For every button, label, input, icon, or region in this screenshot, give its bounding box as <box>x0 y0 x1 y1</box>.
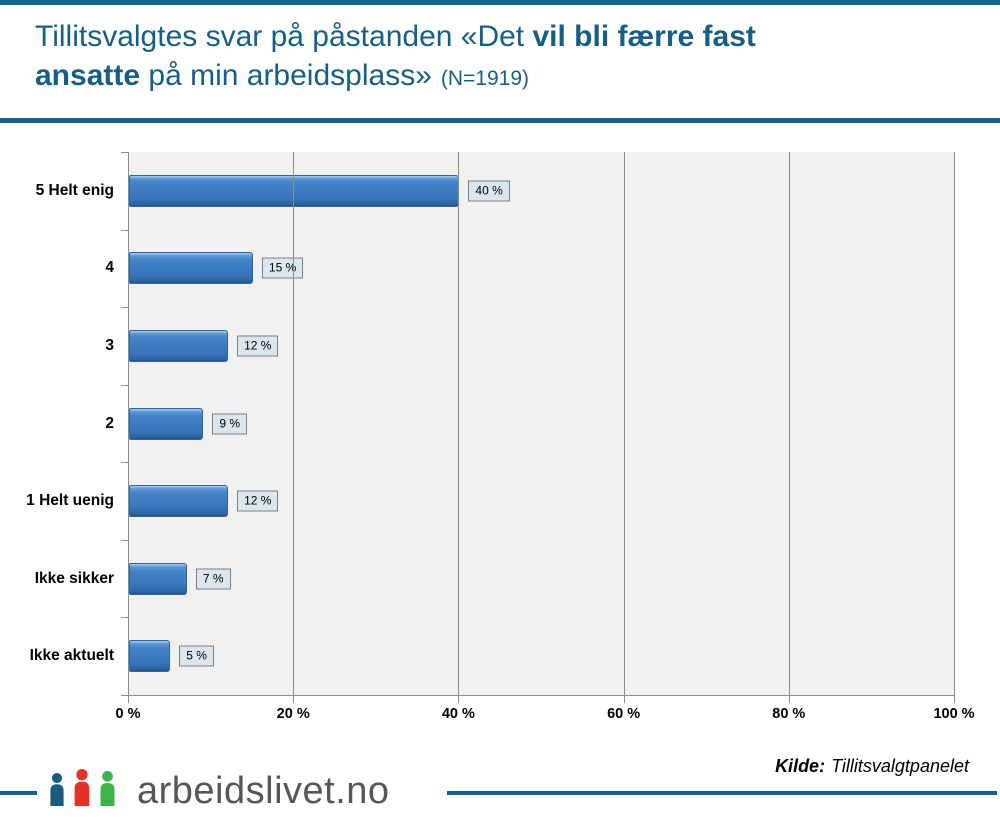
y-axis-tick <box>121 152 128 153</box>
category-label: 2 <box>105 414 114 432</box>
bar <box>129 640 171 673</box>
logo-text: arbeidslivet.no <box>137 770 390 812</box>
person-green-icon <box>100 771 115 806</box>
bar-row: 40 % <box>129 152 955 230</box>
category-label: 5 Helt enig <box>35 181 114 199</box>
person-blue-icon <box>50 773 64 806</box>
title-text-bold-1: vil bli færre fast <box>532 20 756 53</box>
category-label: 3 <box>105 336 114 354</box>
bar <box>129 329 229 362</box>
x-axis-tick <box>458 696 460 703</box>
value-label: 7 % <box>195 568 231 590</box>
category-label: Ikke sikker <box>34 569 114 587</box>
bar-row: 12 % <box>129 307 955 385</box>
category-label: Ikke aktuelt <box>29 647 114 665</box>
x-axis-label: 20 % <box>276 706 310 722</box>
title-divider-rule <box>0 118 1000 123</box>
x-axis-label: 40 % <box>441 706 475 722</box>
category-label: 4 <box>105 259 114 277</box>
x-axis-tick <box>623 696 625 703</box>
title-text-bold-2: ansatte <box>35 59 141 92</box>
x-axis-label: 100 % <box>933 706 975 722</box>
bar-rows: 40 % 15 % 12 % 9 % 12 % 7 % 5 % <box>129 152 955 695</box>
y-axis-tick <box>121 462 128 464</box>
y-axis-tick <box>121 695 128 696</box>
source-note: Kilde: Tillitsvalgtpanelet <box>775 756 969 777</box>
value-label: 12 % <box>237 335 279 357</box>
value-label: 12 % <box>237 490 279 512</box>
gridline <box>623 152 625 695</box>
bar <box>129 485 229 518</box>
chart-title: Tillitsvalgtes svar på påstanden «Det vi… <box>35 17 950 98</box>
bar-row: 15 % <box>129 230 955 308</box>
x-axis-tick <box>128 696 129 703</box>
bar <box>129 174 460 207</box>
title-text-normal-1: Tillitsvalgtes svar på påstanden «Det <box>35 20 533 53</box>
value-label: 5 % <box>179 645 214 667</box>
y-axis-tick <box>121 384 128 386</box>
x-axis-tick <box>293 696 295 703</box>
footer-right-rule <box>447 791 997 795</box>
gridline <box>293 152 295 695</box>
x-axis-labels: 0 % 20 % 40 % 60 % 80 % 100 % <box>116 706 975 726</box>
top-border-rule <box>0 0 1000 5</box>
bar-row: 9 % <box>129 385 955 463</box>
y-axis-tick <box>121 617 128 619</box>
gridline <box>788 152 790 695</box>
plot-area: 40 % 15 % 12 % 9 % 12 % 7 % 5 % <box>121 152 955 703</box>
arbeidslivet-logo: arbeidslivet.no <box>47 768 390 812</box>
x-axis-tick <box>954 696 955 703</box>
bar-row: 5 % <box>129 617 955 695</box>
bar <box>129 252 253 285</box>
category-label: 1 Helt uenig <box>26 492 114 510</box>
bar-row: 12 % <box>129 462 955 540</box>
title-text-normal-2: på min arbeidsplass» <box>140 59 432 92</box>
value-label: 40 % <box>468 180 510 202</box>
y-axis-tick <box>121 539 128 541</box>
value-label: 15 % <box>261 257 304 279</box>
x-axis-tick <box>788 696 790 703</box>
gridline <box>954 152 955 695</box>
person-red-icon <box>74 769 90 806</box>
y-axis-tick <box>121 229 128 231</box>
gridline <box>458 152 460 695</box>
value-label: 9 % <box>212 413 248 435</box>
x-axis-label: 60 % <box>607 706 641 722</box>
y-axis-tick <box>121 307 128 309</box>
sample-size-label: (N=1919) <box>440 67 530 90</box>
x-axis-label: 0 % <box>115 706 141 722</box>
bar <box>129 407 204 440</box>
source-value: Tillitsvalgtpanelet <box>831 756 969 776</box>
footer-left-rule <box>0 791 37 795</box>
x-axis-label: 80 % <box>772 706 806 722</box>
bar <box>129 562 187 595</box>
bar-row: 7 % <box>129 540 955 618</box>
category-labels: 5 Helt enig 4 3 2 1 Helt uenig Ikke sikker Ikk… <box>0 152 114 695</box>
source-label: Kilde: <box>775 756 826 776</box>
